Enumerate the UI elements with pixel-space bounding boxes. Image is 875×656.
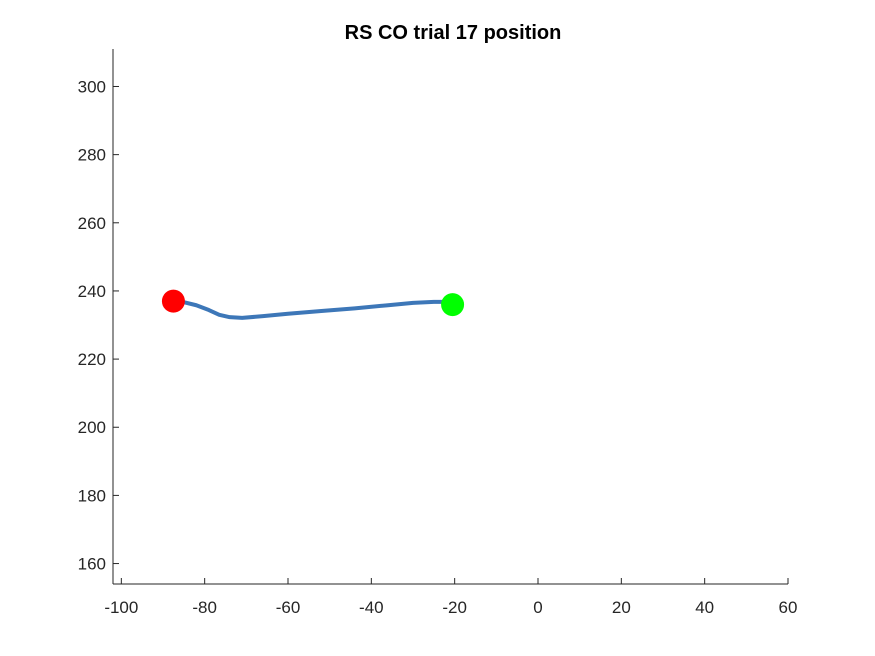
y-tick-label: 180 <box>78 486 106 505</box>
axes: -100 -80 -60 -40 -20 0 20 40 60 160 180 200 220 240 26… <box>78 49 798 617</box>
y-tick-label: 220 <box>78 350 106 369</box>
y-tick-label: 240 <box>78 282 106 301</box>
x-tick-label: 60 <box>779 598 798 617</box>
y-tick-label: 260 <box>78 214 106 233</box>
x-tick-label: -60 <box>276 598 301 617</box>
y-tick-label: 160 <box>78 555 106 574</box>
end-marker <box>441 293 465 317</box>
trajectory-line <box>171 299 453 320</box>
y-tick-label: 300 <box>78 77 106 96</box>
chart-title: RS CO trial 17 position <box>345 22 562 44</box>
plot-area <box>161 289 465 320</box>
y-tick-label: 280 <box>78 146 106 165</box>
y-tick-label: 200 <box>78 418 106 437</box>
x-tick-label: -20 <box>442 598 467 617</box>
x-tick-label: -40 <box>359 598 384 617</box>
x-tick-label: -80 <box>192 598 217 617</box>
x-tick-label: -100 <box>104 598 138 617</box>
start-marker <box>161 289 185 313</box>
x-tick-label: 0 <box>533 598 542 617</box>
x-tick-label: 40 <box>695 598 714 617</box>
x-tick-label: 20 <box>612 598 631 617</box>
